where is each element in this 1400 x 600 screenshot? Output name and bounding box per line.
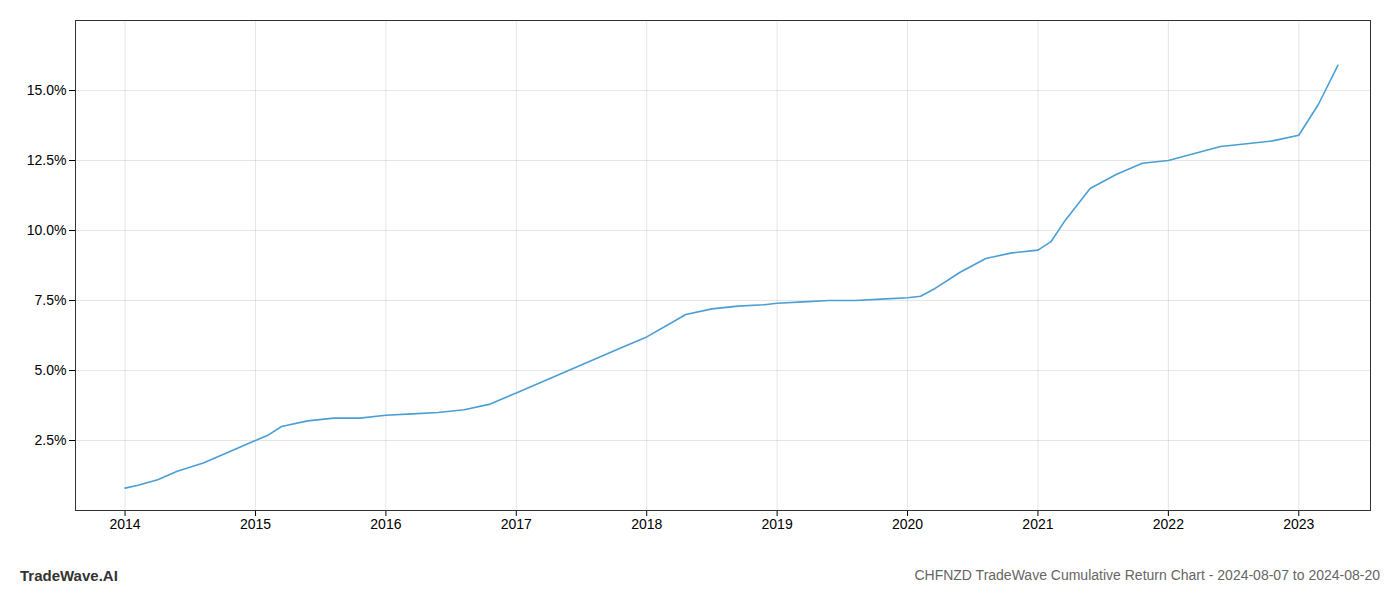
svg-text:2015: 2015 bbox=[240, 516, 271, 532]
svg-text:2022: 2022 bbox=[1153, 516, 1184, 532]
svg-text:2020: 2020 bbox=[892, 516, 923, 532]
svg-text:2014: 2014 bbox=[109, 516, 140, 532]
svg-text:12.5%: 12.5% bbox=[27, 152, 67, 168]
svg-text:2.5%: 2.5% bbox=[35, 432, 67, 448]
svg-text:2019: 2019 bbox=[762, 516, 793, 532]
html-text:CHFNZD TradeWave Cumulative Re: CHFNZD TradeWave Cumulative Return Chart… bbox=[914, 567, 1380, 583]
svg-text:15.0%: 15.0% bbox=[27, 82, 67, 98]
svg-text:2016: 2016 bbox=[370, 516, 401, 532]
svg-text:10.0%: 10.0% bbox=[27, 222, 67, 238]
svg-text:2018: 2018 bbox=[631, 516, 662, 532]
svg-text:2023: 2023 bbox=[1283, 516, 1314, 532]
svg-text:7.5%: 7.5% bbox=[35, 292, 67, 308]
svg-text:5.0%: 5.0% bbox=[35, 362, 67, 378]
html-text:TradeWave.AI: TradeWave.AI bbox=[20, 566, 118, 584]
svg-text:2021: 2021 bbox=[1022, 516, 1053, 532]
svg-text:2017: 2017 bbox=[501, 516, 532, 532]
